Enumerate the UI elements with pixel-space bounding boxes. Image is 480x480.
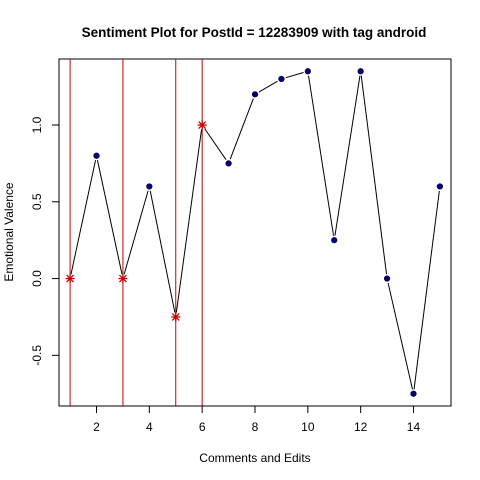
series-line-segment bbox=[286, 73, 304, 78]
x-tick-label: 12 bbox=[354, 420, 368, 434]
series-line-segment bbox=[176, 129, 201, 312]
series-group bbox=[66, 68, 443, 396]
data-point bbox=[252, 92, 258, 98]
series-line-segment bbox=[205, 129, 226, 160]
data-point bbox=[437, 184, 443, 190]
data-point bbox=[279, 76, 285, 82]
x-tick-label: 14 bbox=[407, 420, 421, 434]
data-point bbox=[226, 161, 232, 167]
series-line-segment bbox=[259, 81, 278, 92]
series-line-segment bbox=[309, 76, 334, 236]
highlighted-data-point bbox=[198, 120, 207, 129]
series-line-segment bbox=[97, 160, 122, 274]
series-line-segment bbox=[414, 191, 439, 389]
series-line-segment bbox=[71, 160, 96, 274]
data-point bbox=[384, 276, 390, 282]
data-point bbox=[305, 68, 311, 74]
chart-title: Sentiment Plot for PostId = 12283909 wit… bbox=[82, 25, 427, 40]
series-line-segment bbox=[150, 191, 175, 313]
x-tick-label: 4 bbox=[146, 420, 153, 434]
data-point bbox=[147, 184, 153, 190]
series-line-segment bbox=[388, 283, 412, 389]
plot-area-frame bbox=[59, 59, 451, 406]
highlighted-data-point bbox=[118, 274, 127, 283]
highlighted-data-point bbox=[66, 274, 75, 283]
x-axis-label: Comments and Edits bbox=[199, 451, 310, 465]
data-point bbox=[358, 68, 364, 74]
data-point bbox=[94, 153, 100, 159]
y-tick-label: -0.5 bbox=[30, 345, 44, 366]
series-line-segment bbox=[361, 76, 386, 274]
y-tick-label: 0.0 bbox=[30, 270, 44, 287]
highlighted-data-point bbox=[171, 312, 180, 321]
x-tick-label: 2 bbox=[93, 420, 100, 434]
x-axis: 2 4 6 8 10 12 14 bbox=[93, 406, 420, 434]
series-line-segment bbox=[335, 76, 360, 236]
y-tick-label: 0.5 bbox=[30, 193, 44, 210]
x-tick-label: 10 bbox=[301, 420, 315, 434]
series-line-segment bbox=[124, 191, 148, 274]
y-axis: -0.5 0.0 0.5 1.0 bbox=[30, 116, 59, 365]
data-point bbox=[331, 237, 337, 243]
x-tick-label: 8 bbox=[252, 420, 259, 434]
y-axis-label: Emotional Valence bbox=[2, 182, 16, 281]
data-point bbox=[411, 391, 417, 397]
series-line-segment bbox=[230, 99, 253, 160]
x-tick-label: 6 bbox=[199, 420, 206, 434]
y-tick-label: 1.0 bbox=[30, 116, 44, 133]
